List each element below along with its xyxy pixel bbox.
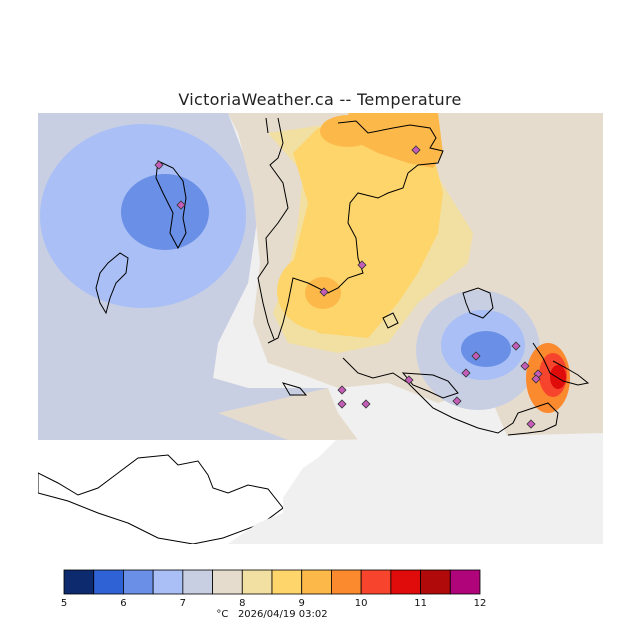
station-marker <box>404 375 414 385</box>
station-marker <box>520 361 530 371</box>
station-marker <box>526 419 536 429</box>
east-cold-field <box>416 290 540 410</box>
station-marker <box>319 287 329 297</box>
color-scale-tick-label: 10 <box>355 598 368 609</box>
color-scale-box <box>63 569 95 595</box>
color-scale-box <box>420 569 451 595</box>
color-scale-boxes <box>63 569 481 595</box>
station-marker <box>461 368 471 378</box>
color-scale-box <box>152 569 184 595</box>
color-scale-box <box>390 569 421 595</box>
color-scale-box <box>331 569 362 595</box>
color-scale-box <box>182 569 213 595</box>
station-marker <box>471 351 481 361</box>
scale-caption: °C 2026/04/19 03:02 <box>0 609 544 620</box>
land-mask <box>38 433 603 544</box>
warm-field <box>268 113 473 353</box>
station-marker <box>357 260 367 270</box>
color-scale-box <box>93 569 124 595</box>
station-marker <box>176 200 186 210</box>
station-marker <box>411 145 421 155</box>
temperature-map <box>38 113 603 544</box>
color-scale-tick-label: 6 <box>120 598 126 609</box>
unit-label: °C <box>216 609 229 620</box>
color-scale-box <box>449 569 481 595</box>
color-scale-tick-label: 9 <box>299 598 305 609</box>
color-scale-box <box>212 569 243 595</box>
color-scale-tick-label: 5 <box>61 598 67 609</box>
timestamp-label: 2026/04/19 03:02 <box>237 609 328 620</box>
station-markers <box>154 145 543 429</box>
station-marker <box>337 399 347 409</box>
color-scale-ticks: 5 6 7 8 9 10 11 12 <box>61 598 487 609</box>
color-scale-tick-label: 12 <box>474 598 487 609</box>
color-scale-tick-label: 8 <box>239 598 245 609</box>
color-scale-tick-label: 7 <box>180 598 186 609</box>
west-temperature-field <box>38 113 348 440</box>
color-scale-box <box>301 569 332 595</box>
station-marker <box>337 385 347 395</box>
color-scale-box <box>360 569 392 595</box>
color-scale-tick-label: 11 <box>414 598 427 609</box>
station-marker <box>511 341 521 351</box>
color-scale-box <box>271 569 303 595</box>
map-title: VictoriaWeather.ca -- Temperature <box>178 90 462 109</box>
station-marker <box>452 396 462 406</box>
station-marker <box>531 374 541 384</box>
coastlines <box>95 117 590 436</box>
color-scale-box <box>123 569 154 595</box>
station-marker <box>361 399 371 409</box>
color-scale-box <box>241 569 273 595</box>
station-marker <box>154 160 164 170</box>
